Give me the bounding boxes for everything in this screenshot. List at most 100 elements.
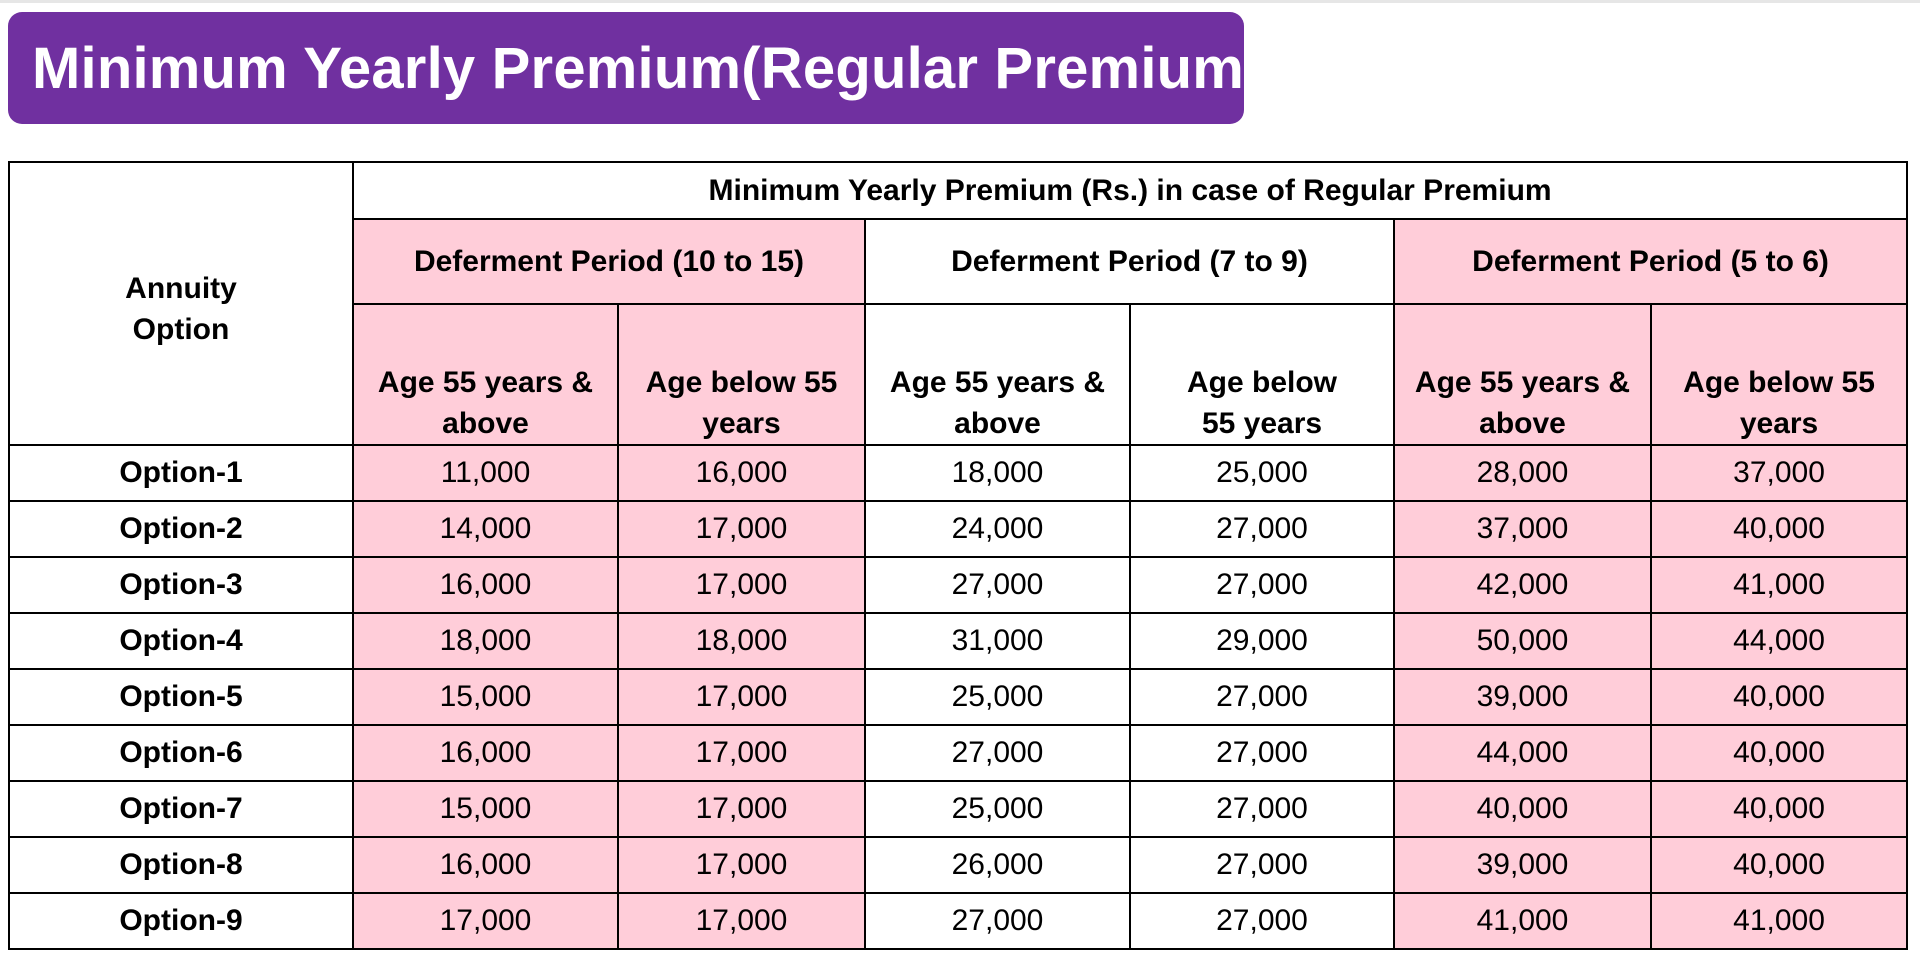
premium-cell: 27,000 xyxy=(1129,780,1395,838)
annuity-option-label: Annuity Option xyxy=(125,271,237,346)
option-label: Option-9 xyxy=(8,892,354,950)
table-row: Option-3 16,000 17,000 27,000 27,000 42,000 41… xyxy=(8,556,1909,614)
option-label: Option-5 xyxy=(8,668,354,726)
group-header-10-15: Deferment Period (10 to 15) xyxy=(352,218,866,305)
table-body: Option-1 11,000 16,000 18,000 25,000 28,000 37… xyxy=(8,444,1909,950)
premium-cell: 40,000 xyxy=(1649,836,1909,894)
age-header-line2: above xyxy=(954,407,1041,440)
age-header-line1: Age below 55 xyxy=(1683,366,1875,399)
premium-cell: 17,000 xyxy=(617,836,866,894)
premium-cell: 16,000 xyxy=(352,724,619,782)
group-header-7-9: Deferment Period (7 to 9) xyxy=(864,218,1395,305)
premium-cell: 15,000 xyxy=(352,668,619,726)
option-label: Option-2 xyxy=(8,500,354,558)
age-header-line2: 55 years xyxy=(1201,407,1323,440)
title-banner: Minimum Yearly Premium(Regular Premium): xyxy=(8,12,1283,124)
age-header: Age below 55 years xyxy=(617,303,866,446)
premium-cell: 27,000 xyxy=(1129,892,1395,950)
table-row: Option-4 18,000 18,000 31,000 29,000 50,000 44… xyxy=(8,612,1909,670)
premium-cell: 17,000 xyxy=(617,780,866,838)
premium-cell: 40,000 xyxy=(1393,780,1652,838)
premium-cell: 27,000 xyxy=(1129,668,1395,726)
option-label: Option-1 xyxy=(8,444,354,502)
option-label: Option-8 xyxy=(8,836,354,894)
premium-cell: 41,000 xyxy=(1393,892,1652,950)
age-header: Age below 55 years xyxy=(1129,303,1395,446)
age-header-line1: Age 55 years & xyxy=(377,366,594,399)
premium-cell: 37,000 xyxy=(1393,500,1652,558)
premium-cell: 15,000 xyxy=(352,780,619,838)
premium-cell: 18,000 xyxy=(617,612,866,670)
age-header-line1: Age below 55 xyxy=(645,366,838,399)
age-header-line1: Age 55 years & xyxy=(1414,366,1631,399)
table-row: Option-9 17,000 17,000 27,000 27,000 41,000 41… xyxy=(8,892,1909,950)
premium-cell: 27,000 xyxy=(864,556,1131,614)
premium-cell: 17,000 xyxy=(617,556,866,614)
premium-cell: 18,000 xyxy=(864,444,1131,502)
age-header: Age 55 years & above xyxy=(1393,303,1652,446)
top-divider xyxy=(0,0,1920,3)
super-header: Minimum Yearly Premium (Rs.) in case of … xyxy=(351,161,1909,220)
age-header-line2: above xyxy=(442,407,529,440)
premium-cell: 40,000 xyxy=(1649,668,1909,726)
premium-cell: 27,000 xyxy=(864,724,1131,782)
option-label: Option-6 xyxy=(8,724,354,782)
table-row: Option-5 15,000 17,000 25,000 27,000 39,000 40… xyxy=(8,668,1909,726)
header-row-groups: Deferment Period (10 to 15) Deferment Pe… xyxy=(9,218,1909,305)
table-row: Option-8 16,000 17,000 26,000 27,000 39,000 40… xyxy=(8,836,1909,894)
header-row-super: Annuity Option Minimum Yearly Premium (R… xyxy=(8,161,1909,446)
premium-cell: 41,000 xyxy=(1649,556,1909,614)
age-header-line1: Age below xyxy=(1186,366,1337,399)
premium-cell: 17,000 xyxy=(617,500,866,558)
page-title: Minimum Yearly Premium(Regular Premium): xyxy=(32,35,1284,101)
premium-cell: 27,000 xyxy=(1129,556,1395,614)
premium-cell: 40,000 xyxy=(1649,724,1909,782)
group-header-5-6: Deferment Period (5 to 6) xyxy=(1392,218,1909,305)
premium-cell: 37,000 xyxy=(1649,444,1909,502)
header-row-ages: Age 55 years & above Age below 55 years … xyxy=(9,303,1909,446)
premium-cell: 26,000 xyxy=(864,836,1131,894)
premium-cell: 17,000 xyxy=(617,668,866,726)
premium-cell: 27,000 xyxy=(1129,500,1395,558)
age-header: Age 55 years & above xyxy=(352,303,619,446)
premium-cell: 40,000 xyxy=(1649,500,1909,558)
premium-cell: 50,000 xyxy=(1393,612,1652,670)
premium-cell: 18,000 xyxy=(352,612,619,670)
table-row: Option-1 11,000 16,000 18,000 25,000 28,000 37… xyxy=(8,444,1909,502)
premium-cell: 44,000 xyxy=(1649,612,1909,670)
premium-cell: 27,000 xyxy=(864,892,1131,950)
premium-cell: 25,000 xyxy=(1129,444,1395,502)
premium-cell: 40,000 xyxy=(1649,780,1909,838)
premium-cell: 24,000 xyxy=(864,500,1131,558)
table-header: Annuity Option Minimum Yearly Premium (R… xyxy=(8,161,1909,446)
table-row: Option-2 14,000 17,000 24,000 27,000 37,000 40… xyxy=(8,500,1909,558)
premium-cell: 16,000 xyxy=(352,556,619,614)
age-header-line2: years xyxy=(1739,407,1819,440)
table-row: Option-7 15,000 17,000 25,000 27,000 40,000 40… xyxy=(8,780,1909,838)
premium-cell: 31,000 xyxy=(864,612,1131,670)
premium-cell: 25,000 xyxy=(864,668,1131,726)
premium-cell: 39,000 xyxy=(1393,668,1652,726)
premium-cell: 16,000 xyxy=(352,836,619,894)
option-label: Option-3 xyxy=(8,556,354,614)
premium-cell: 11,000 xyxy=(352,444,619,502)
premium-cell: 25,000 xyxy=(864,780,1131,838)
premium-cell: 28,000 xyxy=(1393,444,1652,502)
premium-cell: 16,000 xyxy=(617,444,866,502)
premium-cell: 27,000 xyxy=(1129,836,1395,894)
age-header-line2: above xyxy=(1479,407,1566,440)
age-header: Age below 55 years xyxy=(1649,303,1909,446)
table-row: Option-6 16,000 17,000 27,000 27,000 44,000 40… xyxy=(8,724,1909,782)
age-header: Age 55 years & above xyxy=(864,303,1131,446)
premium-cell: 44,000 xyxy=(1393,724,1652,782)
premium-cell: 14,000 xyxy=(352,500,619,558)
premium-cell: 17,000 xyxy=(617,892,866,950)
premium-table: Annuity Option Minimum Yearly Premium (R… xyxy=(8,161,1909,950)
option-label: Option-7 xyxy=(8,780,354,838)
premium-cell: 27,000 xyxy=(1129,724,1395,782)
premium-cell: 42,000 xyxy=(1393,556,1652,614)
premium-cell: 17,000 xyxy=(352,892,619,950)
premium-cell: 39,000 xyxy=(1393,836,1652,894)
option-label: Option-4 xyxy=(8,612,354,670)
premium-cell: 29,000 xyxy=(1129,612,1395,670)
